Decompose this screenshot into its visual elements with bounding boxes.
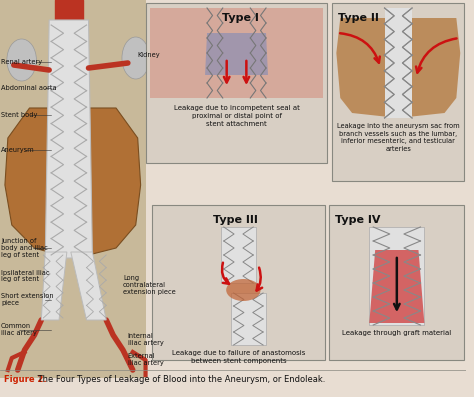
- Text: Junction of
body and iliac
leg of stent: Junction of body and iliac leg of stent: [1, 238, 48, 258]
- Text: Short extension
piece: Short extension piece: [1, 293, 54, 306]
- Text: Leakage into the aneurysm sac from
branch vessels such as the lumbar,
inferior m: Leakage into the aneurysm sac from branc…: [337, 123, 460, 152]
- Polygon shape: [384, 8, 412, 118]
- Polygon shape: [45, 20, 92, 258]
- Ellipse shape: [122, 37, 149, 79]
- Polygon shape: [150, 8, 323, 98]
- Text: Leakage due to incompetent seal at
proximal or distal point of
stent attachment: Leakage due to incompetent seal at proxi…: [173, 105, 300, 127]
- Text: Internal
iliac artery: Internal iliac artery: [128, 333, 164, 347]
- Polygon shape: [71, 252, 106, 320]
- Ellipse shape: [7, 39, 36, 81]
- Text: Figure 2.: Figure 2.: [4, 375, 46, 384]
- FancyBboxPatch shape: [329, 205, 464, 360]
- Polygon shape: [221, 227, 256, 283]
- FancyBboxPatch shape: [153, 205, 325, 360]
- Text: Type II: Type II: [338, 13, 379, 23]
- Polygon shape: [41, 252, 67, 320]
- Text: Renal artery: Renal artery: [1, 59, 42, 65]
- Text: Kidney: Kidney: [137, 52, 160, 58]
- Polygon shape: [369, 250, 424, 323]
- Text: Type IV: Type IV: [336, 215, 381, 225]
- Text: Ipsilateral iliac
leg of stent: Ipsilateral iliac leg of stent: [1, 270, 49, 283]
- Text: Leakage through graft material: Leakage through graft material: [342, 330, 451, 336]
- Polygon shape: [205, 33, 268, 75]
- Polygon shape: [337, 18, 460, 118]
- Ellipse shape: [226, 279, 261, 301]
- Polygon shape: [5, 108, 141, 255]
- Text: Stent body: Stent body: [1, 112, 37, 118]
- FancyBboxPatch shape: [0, 0, 146, 378]
- Polygon shape: [231, 293, 266, 345]
- Text: Abdominal aorta: Abdominal aorta: [1, 85, 56, 91]
- Text: Common
iliac artery: Common iliac artery: [1, 324, 36, 337]
- Text: Type III: Type III: [213, 215, 257, 225]
- Text: Aneurysm: Aneurysm: [1, 147, 35, 153]
- Text: Long
contralateral
extension piece: Long contralateral extension piece: [123, 275, 176, 295]
- Text: Leakage due to failure of anastomosis
between stent components: Leakage due to failure of anastomosis be…: [172, 350, 305, 364]
- FancyBboxPatch shape: [146, 3, 328, 163]
- Text: The Four Types of Leakage of Blood into the Aneurysm, or Endoleak.: The Four Types of Leakage of Blood into …: [35, 375, 325, 384]
- Text: External
iliac artery: External iliac artery: [128, 353, 164, 366]
- Text: Type I: Type I: [222, 13, 259, 23]
- FancyBboxPatch shape: [332, 3, 464, 181]
- Polygon shape: [369, 227, 424, 325]
